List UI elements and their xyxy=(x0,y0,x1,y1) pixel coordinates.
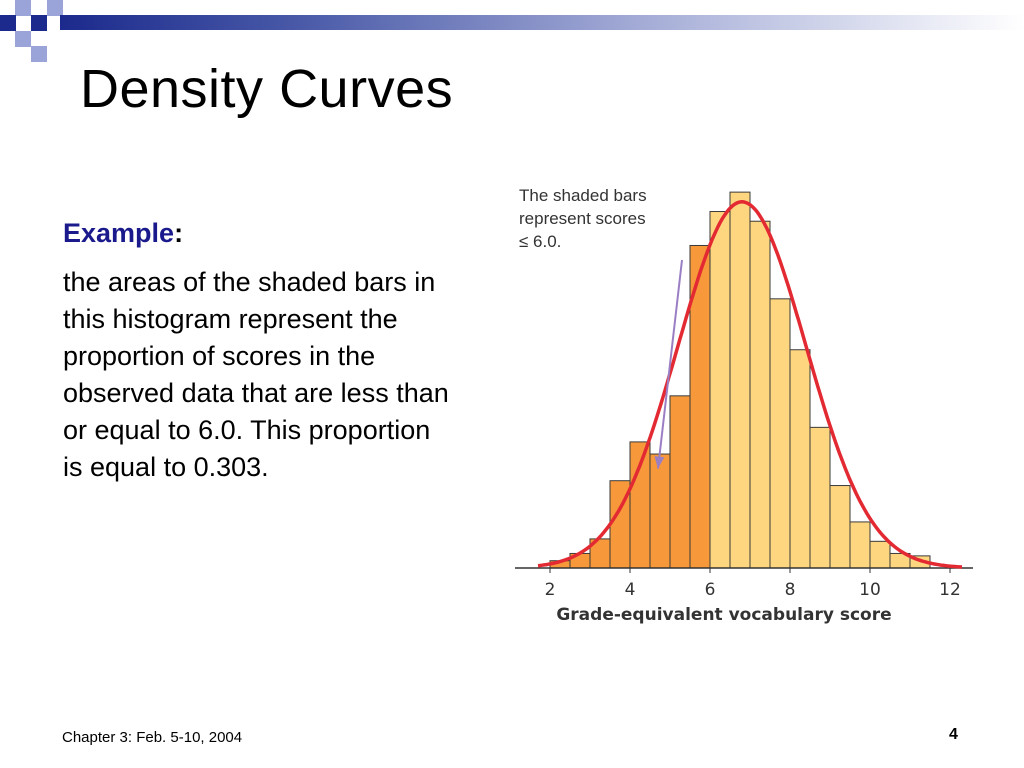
example-colon: : xyxy=(174,218,184,248)
histogram-chart: 2 4 6 8 10 12 The shaded bars represent scores… xyxy=(515,186,973,625)
deco-square xyxy=(47,0,63,16)
deco-square xyxy=(15,31,31,47)
example-label: Example xyxy=(63,218,175,248)
histogram-bar xyxy=(789,349,811,569)
histogram-bar xyxy=(849,521,871,569)
deco-square xyxy=(31,15,47,31)
x-tick-label: 8 xyxy=(785,580,796,600)
x-tick-label: 6 xyxy=(705,580,716,600)
annotation-pointer-arrow xyxy=(657,259,683,469)
histogram-bar xyxy=(769,298,791,569)
deco-square xyxy=(0,15,16,31)
histogram-bar-shaded xyxy=(669,395,691,569)
histogram-bar xyxy=(809,426,831,569)
slide-title: Density Curves xyxy=(80,59,454,119)
deco-square xyxy=(15,0,31,16)
x-tick-label: 4 xyxy=(625,580,636,600)
x-tick-label: 10 xyxy=(859,580,881,600)
histogram-bar xyxy=(829,485,851,569)
annotation-line: ≤ 6.0. xyxy=(519,232,561,251)
x-tick-label: 12 xyxy=(939,580,961,600)
histogram-bar xyxy=(729,191,751,569)
footer-text: Chapter 3: Feb. 5-10, 2004 xyxy=(62,729,243,746)
histogram-bar xyxy=(869,540,891,569)
histogram-bars xyxy=(549,191,931,569)
example-body-text: the areas of the shaded bars in this his… xyxy=(63,267,449,482)
histogram-bar xyxy=(709,211,731,569)
deco-square xyxy=(31,46,47,62)
annotation-line: represent scores xyxy=(519,209,646,228)
title-accent-band xyxy=(60,15,1024,30)
decorative-squares xyxy=(0,0,63,62)
page-number: 4 xyxy=(949,726,958,743)
annotation-line: The shaded bars xyxy=(519,186,647,205)
x-axis-label: Grade-equivalent vocabulary score xyxy=(556,605,891,625)
density-curve xyxy=(537,200,963,569)
annotation-pointer-arrowhead xyxy=(654,456,665,469)
x-axis-ticks: 2 4 6 8 10 12 xyxy=(545,568,961,600)
histogram-bar xyxy=(749,220,771,569)
chart-annotation: The shaded bars represent scores ≤ 6.0. xyxy=(519,186,647,251)
x-tick-label: 2 xyxy=(545,580,556,600)
histogram-bar-shaded xyxy=(649,453,671,569)
example-heading: Example: xyxy=(63,218,183,249)
